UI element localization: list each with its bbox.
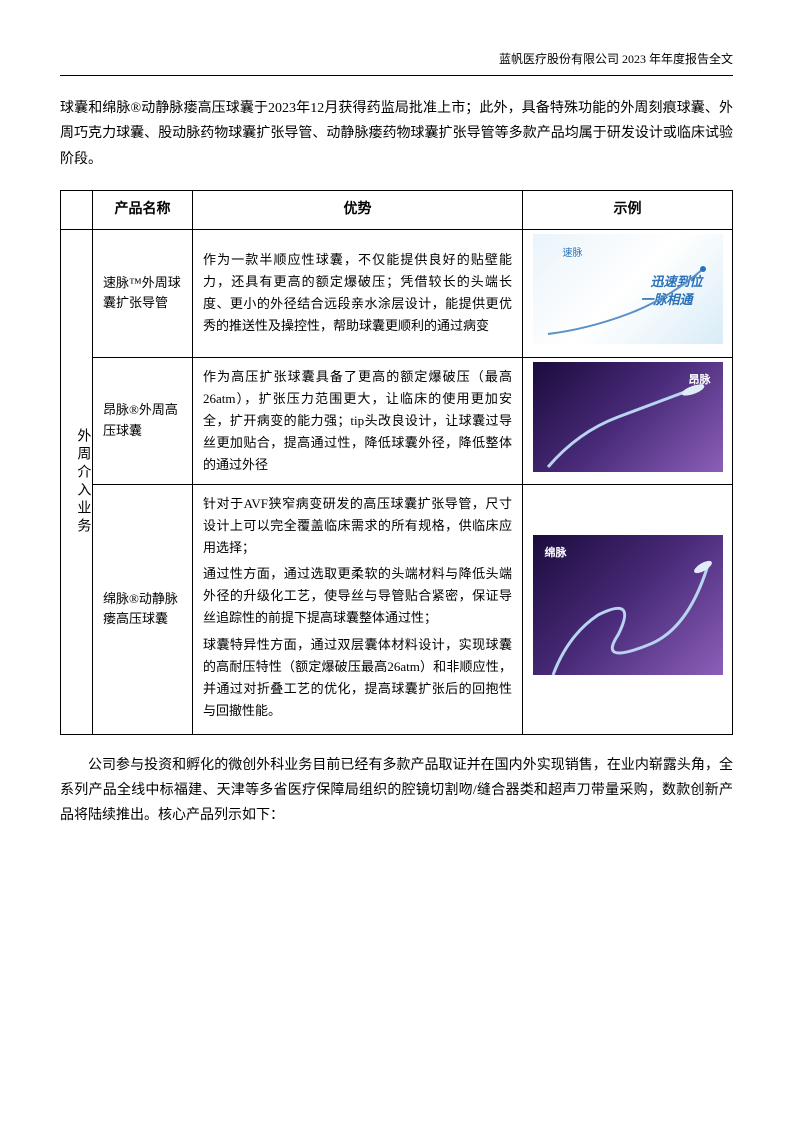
example-cell: 昂脉 xyxy=(523,357,733,484)
product-name-cell: 昂脉®外周高压球囊 xyxy=(93,357,193,484)
category-cell: 外周介入业务 xyxy=(61,230,93,735)
advantage-cell: 作为高压扩张球囊具备了更高的额定爆破压（最高26atm），扩张压力范围更大，让临… xyxy=(193,357,523,484)
table-row: 绵脉®动静脉瘘高压球囊 针对于AVF狭窄病变研发的高压球囊扩张导管，尺寸设计上可… xyxy=(61,485,733,735)
table-row: 外周介入业务 速脉™外周球囊扩张导管 作为一款半顺应性球囊，不仅能提供良好的贴壁… xyxy=(61,230,733,357)
col-header-advantage: 优势 xyxy=(193,190,523,229)
advantage-para: 针对于AVF狭窄病变研发的高压球囊扩张导管，尺寸设计上可以完全覆盖临床需求的所有… xyxy=(203,493,512,559)
product-name-cell: 绵脉®动静脉瘘高压球囊 xyxy=(93,485,193,735)
category-label: 外周介入业务 xyxy=(71,428,93,536)
advantage-cell: 作为一款半顺应性球囊，不仅能提供良好的贴壁能力，还具有更高的额定爆破压；凭借较长… xyxy=(193,230,523,357)
advantage-para: 球囊特异性方面，通过双层囊体材料设计，实现球囊的高耐压特性（额定爆破压最高26a… xyxy=(203,634,512,722)
page-header: 蓝帆医疗股份有限公司 2023 年年度报告全文 xyxy=(60,50,733,76)
advantage-para: 通过性方面，通过选取更柔软的头端材料与降低头端外径的升级化工艺，使导丝与导管贴合… xyxy=(203,563,512,629)
product-table: 产品名称 优势 示例 外周介入业务 速脉™外周球囊扩张导管 作为一款半顺应性球囊… xyxy=(60,190,733,735)
col-header-name: 产品名称 xyxy=(93,190,193,229)
table-row: 昂脉®外周高压球囊 作为高压扩张球囊具备了更高的额定爆破压（最高26atm），扩… xyxy=(61,357,733,484)
catheter-illustration xyxy=(538,372,718,472)
table-header-row: 产品名称 优势 示例 xyxy=(61,190,733,229)
intro-paragraph: 球囊和绵脉®动静脉瘘高压球囊于2023年12月获得药监局批准上市；此外，具备特殊… xyxy=(60,96,733,172)
example-cell: 绵脉 xyxy=(523,485,733,735)
catheter-illustration xyxy=(538,545,718,675)
col-header-example: 示例 xyxy=(523,190,733,229)
col-header-category xyxy=(61,190,93,229)
product-image: 速脉 迅速到位 一脉相通 xyxy=(533,234,723,344)
product-image: 昂脉 xyxy=(533,362,723,472)
product-image: 绵脉 xyxy=(533,535,723,675)
advantage-cell: 针对于AVF狭窄病变研发的高压球囊扩张导管，尺寸设计上可以完全覆盖临床需求的所有… xyxy=(193,485,523,735)
product-name-cell: 速脉™外周球囊扩张导管 xyxy=(93,230,193,357)
footer-paragraph: 公司参与投资和孵化的微创外科业务目前已经有多款产品取证并在国内外实现销售，在业内… xyxy=(60,753,733,829)
example-cell: 速脉 迅速到位 一脉相通 xyxy=(523,230,733,357)
catheter-illustration xyxy=(538,244,718,344)
